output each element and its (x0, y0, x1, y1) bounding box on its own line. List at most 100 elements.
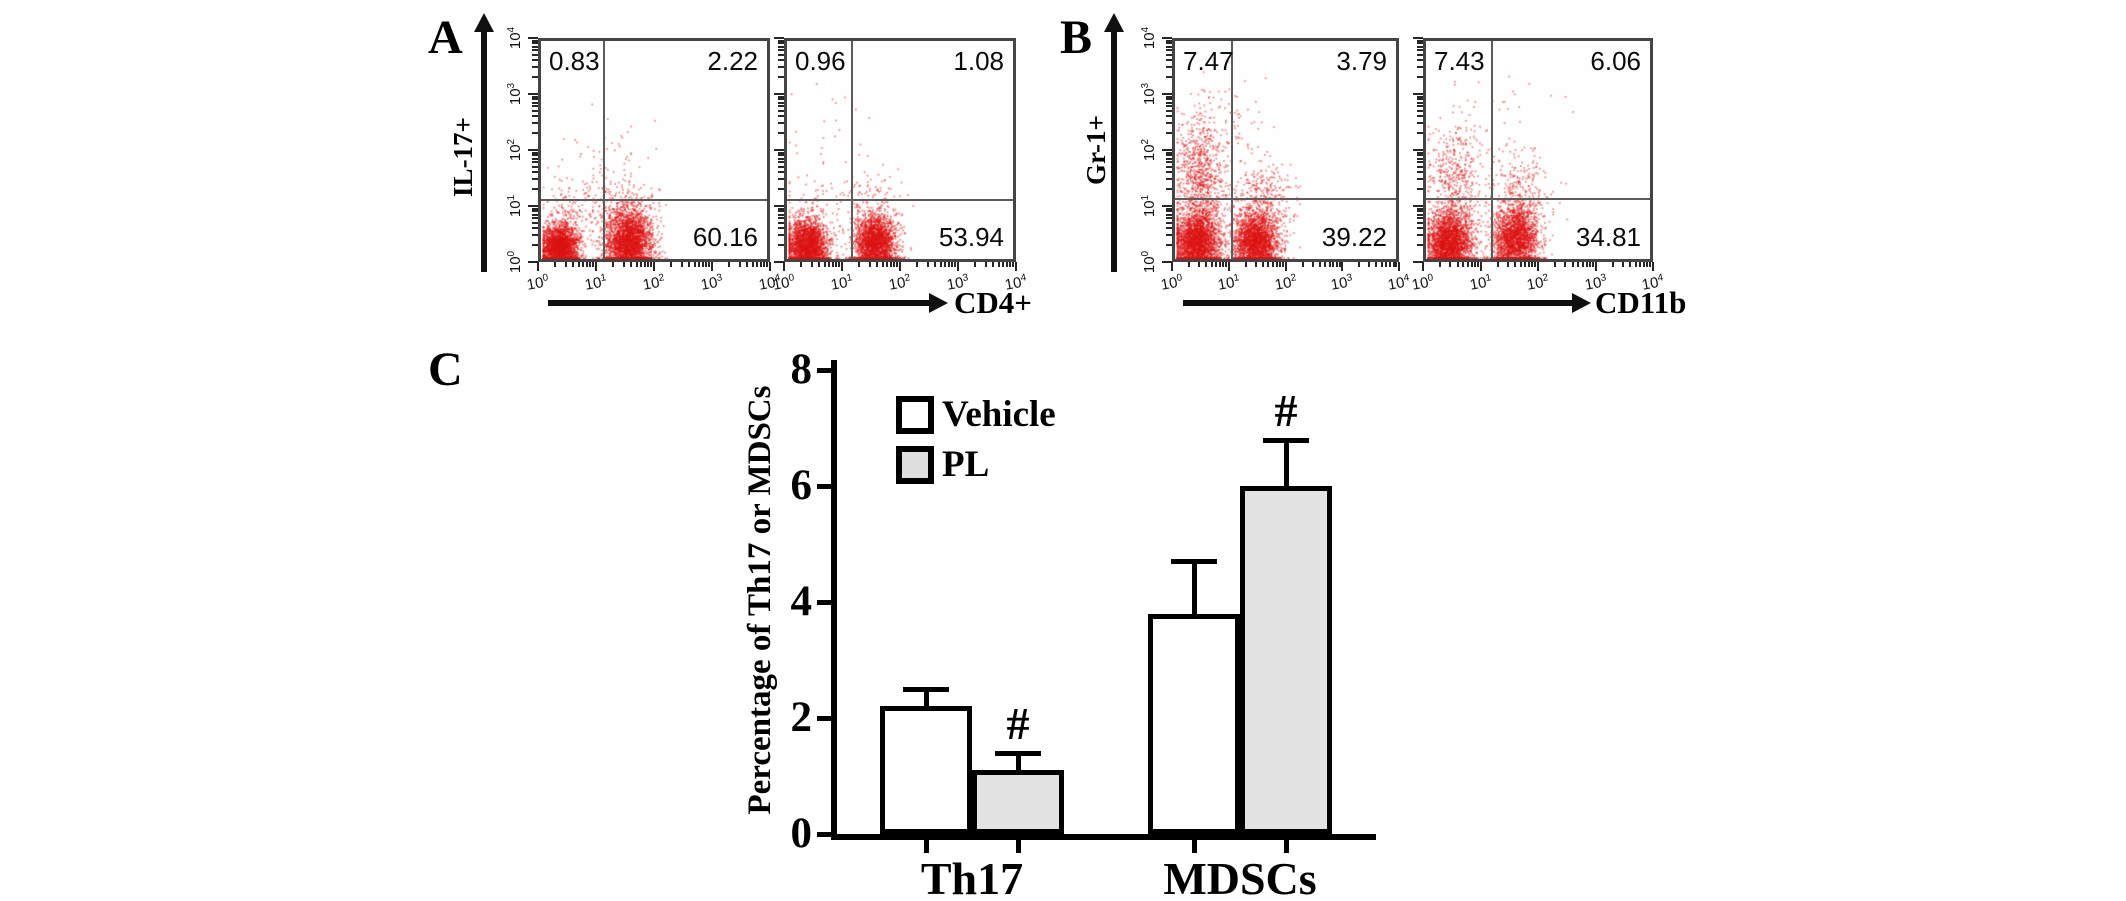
x-axis-major-tick (899, 262, 901, 271)
y-axis-tick-label: 103 (1140, 82, 1158, 106)
y-axis-minor-tick (778, 98, 784, 101)
y-axis-tick-label: 101 (506, 194, 524, 218)
x-axis-minor-tick (1338, 262, 1341, 267)
quadrant-gate-horizontal (1426, 198, 1650, 200)
y-axis-minor-tick (1166, 95, 1172, 98)
y-axis-minor-tick (1417, 59, 1423, 62)
y-axis-minor-tick (778, 105, 784, 108)
panel-a-letter: A (428, 11, 463, 64)
legend-label-vehicle: Vehicle (942, 394, 1056, 435)
y-axis-minor-tick (532, 178, 538, 181)
panel-b-x-axis-arrowhead (1572, 293, 1591, 313)
bar-chart-y-tick-label: 8 (790, 346, 813, 393)
y-axis-minor-tick (532, 244, 538, 247)
category-label-th17: Th17 (920, 853, 1024, 901)
y-axis-minor-tick (1166, 49, 1172, 52)
x-axis-minor-tick (766, 262, 769, 267)
x-axis-minor-tick (1470, 262, 1473, 267)
x-axis-tick-label: 104 (1003, 272, 1028, 294)
y-axis-minor-tick (532, 109, 538, 112)
x-axis-minor-tick (984, 262, 987, 267)
y-axis-minor-tick (1166, 154, 1172, 157)
x-axis-minor-tick (868, 262, 871, 267)
y-axis-minor-tick (1417, 171, 1423, 174)
y-axis-minor-tick (532, 53, 538, 56)
y-axis-minor-tick (1166, 234, 1172, 237)
y-axis-minor-tick (778, 207, 784, 210)
x-axis-minor-tick (1188, 262, 1191, 267)
x-axis-minor-tick (1389, 262, 1392, 267)
flow-plot-a-pl: 0.96 1.08 53.94 (784, 38, 1016, 262)
y-axis-minor-tick (1417, 49, 1423, 52)
significance-marker: # (1274, 384, 1298, 436)
x-axis-minor-tick (1012, 262, 1015, 267)
x-axis-minor-tick (586, 262, 589, 267)
quadrant-gate-horizontal (787, 199, 1013, 201)
panel-b-x-axis-label: CD11b (1595, 285, 1687, 320)
x-axis-minor-tick (1267, 262, 1270, 267)
x-axis-minor-tick (1646, 262, 1649, 267)
y-axis-minor-tick (1417, 227, 1423, 230)
x-axis-minor-tick (1218, 262, 1221, 267)
x-axis-minor-tick (1496, 262, 1499, 267)
y-axis-minor-tick (778, 210, 784, 213)
y-axis-minor-tick (1166, 157, 1172, 160)
error-bar-stem (1283, 439, 1289, 486)
error-bar-stem (1191, 561, 1197, 614)
y-axis-major-tick (774, 37, 784, 39)
bar-chart-y-tick (817, 716, 831, 721)
y-axis-minor-tick (532, 165, 538, 168)
y-axis-minor-tick (1417, 42, 1423, 45)
x-axis-minor-tick (650, 262, 653, 267)
y-axis-minor-tick (532, 98, 538, 101)
x-axis-minor-tick (974, 262, 977, 267)
y-axis-minor-tick (778, 157, 784, 160)
quadrant-stat-lower-right: 53.94 (938, 222, 1004, 252)
x-axis-minor-tick (1581, 262, 1584, 267)
x-axis-minor-tick (1577, 262, 1580, 267)
y-axis-minor-tick (1417, 115, 1423, 118)
y-axis-minor-tick (1166, 98, 1172, 101)
x-axis-major-tick (595, 262, 597, 271)
x-axis-minor-tick (1524, 262, 1527, 267)
x-axis-minor-tick (1215, 262, 1218, 267)
quadrant-stat-upper-left: 0.83 (549, 46, 600, 76)
y-axis-minor-tick (1417, 161, 1423, 164)
x-axis-minor-tick (629, 262, 632, 267)
y-axis-minor-tick (532, 207, 538, 210)
y-axis-minor-tick (1417, 210, 1423, 213)
y-axis-minor-tick (532, 101, 538, 104)
quadrant-stat-upper-right: 1.08 (953, 46, 1004, 76)
y-axis-major-tick (1413, 37, 1423, 39)
bar-chart-y-tick (817, 484, 831, 489)
x-axis-minor-tick (1639, 262, 1642, 267)
x-axis-major-tick (1652, 262, 1654, 271)
y-axis-minor-tick (532, 157, 538, 160)
y-axis-major-tick (1413, 93, 1423, 95)
x-axis-minor-tick (881, 262, 884, 267)
y-axis-minor-tick (1417, 122, 1423, 125)
x-axis-minor-tick (1621, 262, 1624, 267)
x-axis-tick-label: 101 (829, 272, 854, 294)
x-axis-minor-tick (1456, 262, 1459, 267)
x-axis-minor-tick (1198, 262, 1201, 267)
x-axis-major-tick (537, 262, 539, 271)
quadrant-stat-lower-right: 60.16 (692, 222, 758, 252)
panel-b-y-axis-label: Gr-1+ (1080, 115, 1111, 185)
y-axis-tick-label: 102 (1140, 138, 1158, 162)
legend-label-pl: PL (942, 444, 990, 485)
x-axis-minor-tick (1634, 262, 1637, 267)
y-axis-minor-tick (1166, 45, 1172, 48)
bar-chart-x-tick (923, 840, 929, 853)
quadrant-gate-vertical (851, 41, 853, 259)
y-axis-minor-tick (532, 66, 538, 69)
y-axis-minor-tick (532, 122, 538, 125)
y-axis-minor-tick (1166, 101, 1172, 104)
x-axis-major-tick (841, 262, 843, 271)
y-axis-minor-tick (1417, 217, 1423, 220)
y-axis-minor-tick (778, 101, 784, 104)
y-axis-minor-tick (532, 161, 538, 164)
error-bar-cap (903, 687, 949, 692)
y-axis-major-tick (774, 93, 784, 95)
